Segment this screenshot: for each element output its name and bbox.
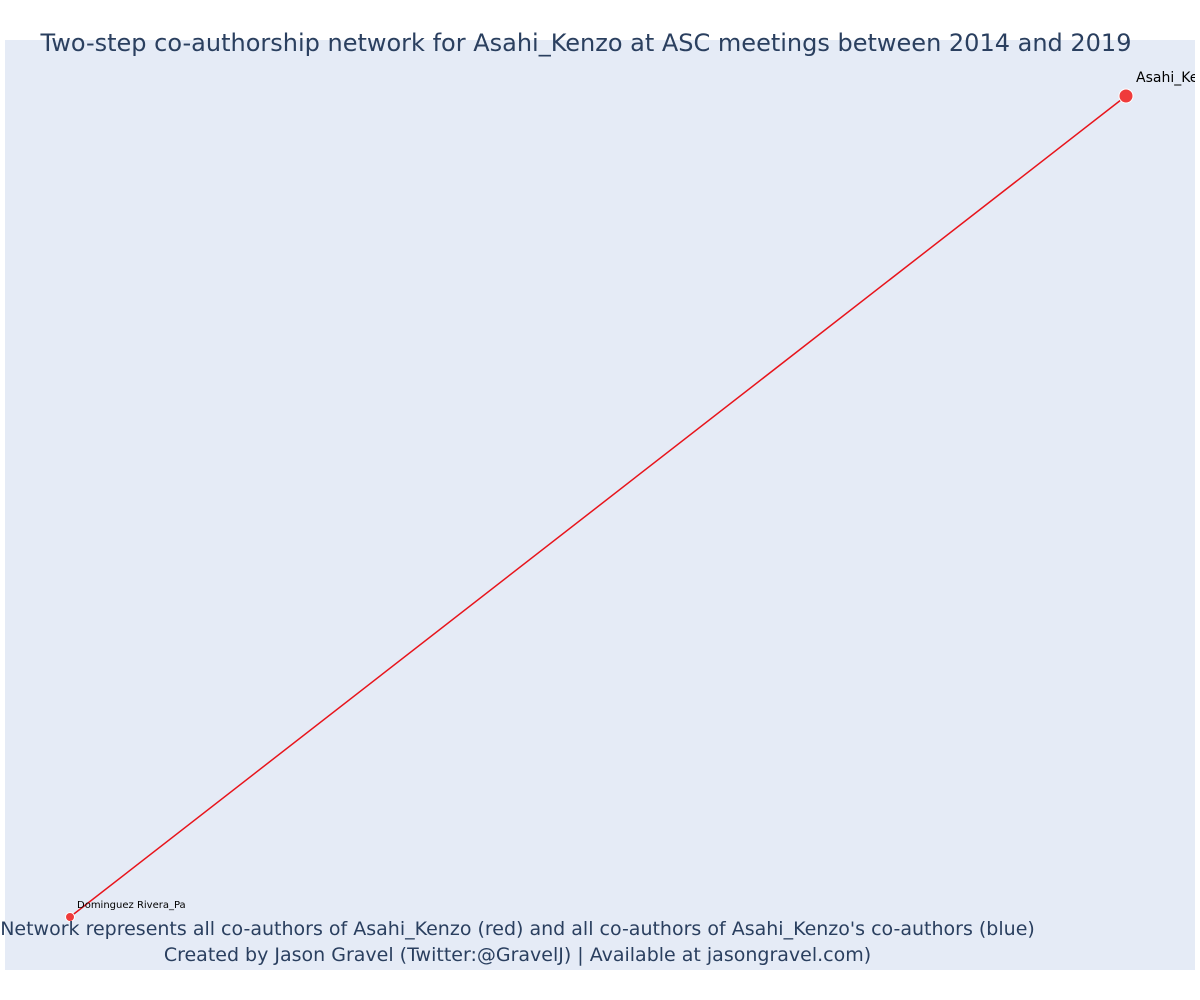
network-graph[interactable]: Asahi_Kenzo Dominguez Rivera_Pa — [5, 40, 1195, 970]
edge-asahi-dominguez — [69, 95, 1127, 918]
chart-title: Two-step co-authorship network for Asahi… — [40, 29, 1132, 57]
node-label-dominguez-rivera: Dominguez Rivera_Pa — [77, 900, 186, 911]
node-dominguez-rivera[interactable] — [65, 912, 75, 922]
node-label-asahi-kenzo: Asahi_Kenzo — [1136, 70, 1195, 86]
node-asahi-kenzo[interactable] — [1118, 88, 1134, 104]
network-plot-area[interactable]: Asahi_Kenzo Dominguez Rivera_Pa — [5, 40, 1195, 970]
caption-credits: Created by Jason Gravel (Twitter:@Gravel… — [163, 944, 872, 966]
caption-description: Network represents all co-authors of Asa… — [0, 918, 1035, 940]
